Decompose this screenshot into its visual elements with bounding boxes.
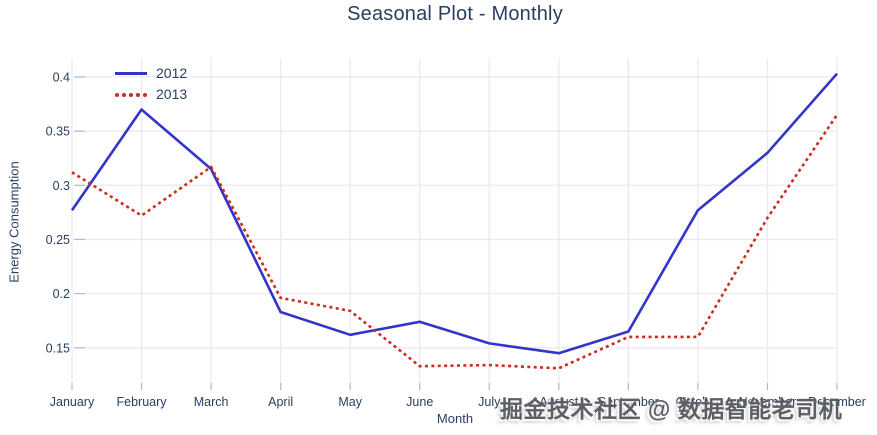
legend-item-2013[interactable]: 2013	[115, 87, 187, 102]
x-tick-label: February	[117, 395, 168, 409]
x-tick-label: September	[598, 395, 659, 409]
x-tick-label: January	[50, 395, 95, 409]
y-tick-label: 0.4	[53, 70, 70, 84]
x-tick-label: August	[539, 395, 578, 409]
x-axis-title: Month	[436, 411, 474, 426]
x-tick-label: December	[808, 395, 866, 409]
x-tick-label: April	[268, 395, 293, 409]
x-tick-label: October	[676, 395, 720, 409]
legend: 2012 2013	[115, 66, 187, 102]
legend-label: 2013	[156, 86, 188, 102]
chart-title: Seasonal Plot - Monthly	[347, 3, 563, 25]
series-line-2013[interactable]	[71, 114, 839, 370]
y-tick-label: 0.2	[53, 287, 70, 301]
y-tick-label: 0.15	[46, 341, 70, 355]
legend-swatch-2013	[115, 92, 147, 97]
legend-item-2012[interactable]: 2012	[115, 66, 187, 81]
watermark: 掘金技术社区 @ 数据智能老司机	[500, 396, 843, 422]
legend-label: 2012	[156, 65, 188, 81]
x-tick-label: July	[478, 395, 501, 409]
y-tick-label: 0.25	[46, 233, 70, 247]
x-tick-label: March	[194, 395, 229, 409]
y-tick-label: 0.35	[46, 125, 70, 139]
series-line-2012[interactable]	[70, 72, 838, 355]
x-tick-label: June	[406, 395, 433, 409]
legend-swatch-2012	[115, 72, 147, 75]
x-tick-label: May	[338, 395, 362, 409]
y-tick-label: 0.3	[53, 179, 70, 193]
x-tick-label: November	[739, 395, 797, 409]
